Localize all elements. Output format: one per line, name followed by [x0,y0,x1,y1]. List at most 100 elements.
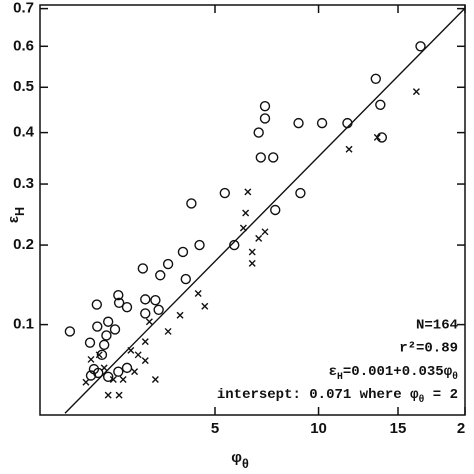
point-cross [373,133,381,141]
point-cross [134,351,142,359]
y-tick-label: 0.6 [13,37,34,54]
x-tick-label: 15 [390,420,407,437]
point-circle [140,294,151,305]
annotation-part: θ [419,394,425,405]
point-cross [164,327,172,335]
point-circle [101,330,112,341]
point-circle [316,117,328,129]
point-cross [109,375,117,383]
point-cross [194,290,202,298]
y-tick-label: 0.7 [13,0,34,17]
point-cross [100,364,108,372]
annotation: intersept: 0.071 where φθ = 2 [217,387,458,405]
x-tick-label: 2 [457,420,465,437]
point-circle [375,99,386,111]
point-circle [180,273,191,285]
annotation-part: ε [329,364,337,380]
point-cross [141,338,149,346]
point-cross [176,311,184,319]
point-cross [82,378,90,386]
point-cross [151,375,159,383]
point-circle [113,366,124,377]
y-tick-label: 0.5 [13,78,34,95]
y-tick-label: 0.4 [13,124,35,141]
y-axis-label-part: H [13,207,27,216]
point-cross [412,88,420,96]
point-circle [293,117,304,129]
annotation-part: intersept: 0.071 where φ [217,387,419,403]
point-circle [259,113,271,124]
x-axis-label-part: θ [242,457,249,471]
plot-frame [39,4,466,416]
point-circle [113,289,124,301]
point-cross [87,355,95,363]
point-circle [255,152,267,163]
point-circle [219,187,231,199]
y-tick-label: 0.1 [13,316,34,333]
annotation-part: θ [452,371,458,382]
annotation-part: =0.001+0.035φ [343,364,453,380]
point-circle [109,324,121,335]
point-circle [259,100,271,112]
point-circle [137,263,149,274]
point-circle [102,371,114,383]
point-cross [141,357,149,365]
point-circle [84,337,96,348]
point-cross [255,234,263,242]
y-axis-label: εH [5,207,27,223]
annotation: εH=0.001+0.035φθ [329,364,459,382]
point-circle [150,295,161,306]
point-circle [153,304,164,316]
point-circle [186,198,197,209]
point-circle [93,367,104,379]
point-cross [104,391,112,399]
annotation: N=164 [416,318,458,334]
point-circle [121,362,133,374]
point-circle [98,339,110,351]
point-circle [370,73,381,84]
x-tick-label: 10 [310,420,327,437]
point-circle [415,41,426,52]
y-tick-label: 0.2 [13,236,34,253]
point-cross [131,368,139,376]
x-tick-label: 5 [211,420,219,437]
point-cross [242,209,250,217]
fit-line [64,7,466,414]
point-circle [194,239,205,251]
point-circle [96,349,108,361]
annotation: r²=0.89 [399,341,458,357]
point-circle [162,258,174,270]
point-circle [113,297,125,308]
point-cross [345,145,353,153]
point-circle [85,370,97,381]
point-cross [244,188,252,196]
point-circle [253,127,264,138]
point-cross [248,259,256,267]
point-circle [140,308,151,319]
point-circle [229,239,240,251]
point-cross [95,351,103,359]
y-tick-label: 0.3 [13,175,34,192]
point-circle [295,187,306,199]
point-circle [121,301,133,313]
point-circle [270,204,281,216]
point-cross [248,248,256,256]
x-axis-label: φθ [231,449,249,471]
point-cross [261,228,269,236]
point-circle [64,326,76,337]
point-cross [201,302,209,310]
point-circle [177,246,189,258]
annotation-part: = 2 [424,387,458,403]
point-circle [155,270,166,281]
x-axis-label-part: φ [231,449,242,466]
y-axis-label-part: ε [5,216,22,223]
point-circle [91,299,103,310]
point-circle [92,321,103,332]
point-cross [119,375,127,383]
point-circle [268,152,279,163]
annotation-part: H [337,371,343,382]
point-cross [145,318,153,326]
point-cross [115,391,123,399]
point-circle [376,132,388,143]
